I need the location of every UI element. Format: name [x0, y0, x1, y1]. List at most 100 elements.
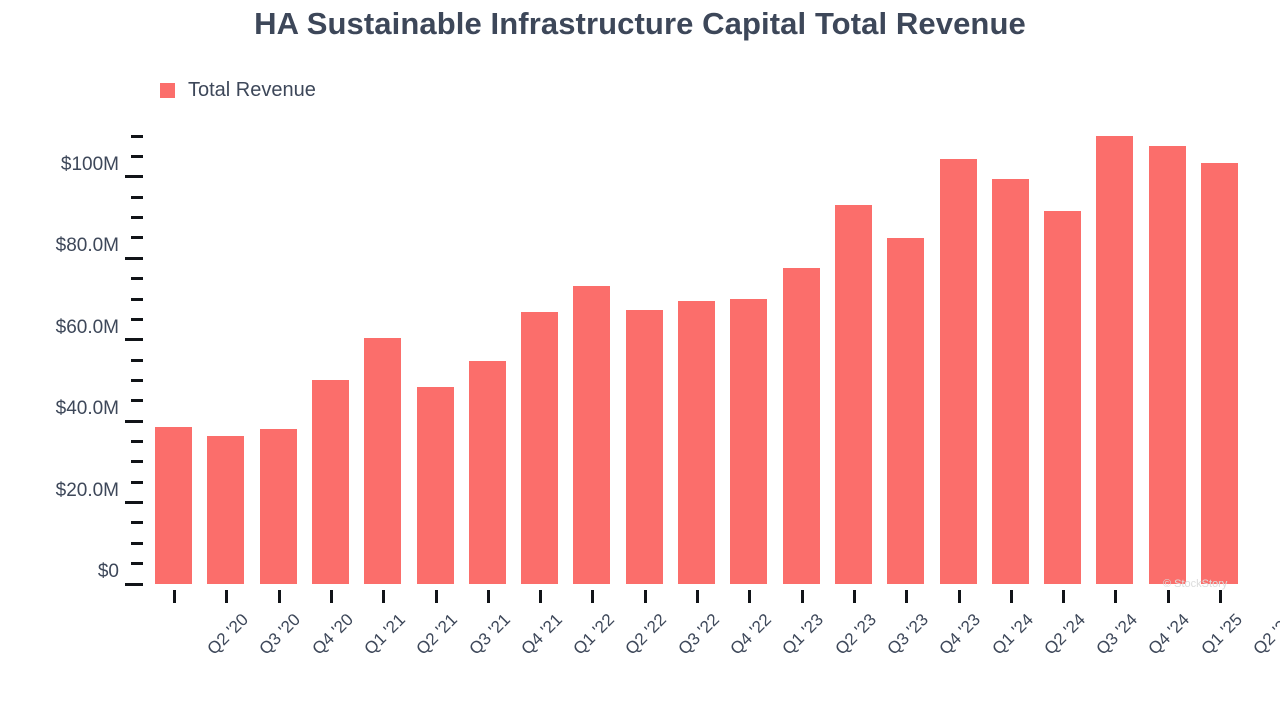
x-axis-label: Q2 '22 [621, 610, 671, 659]
chart-legend: Total Revenue [160, 79, 316, 102]
y-axis-tick-minor [131, 399, 143, 403]
y-axis-tick-minor [131, 195, 143, 199]
x-axis-label: Q3 '22 [674, 610, 723, 659]
y-axis-label: $100M [60, 153, 119, 175]
plot-area [143, 128, 1243, 584]
bar[interactable] [991, 178, 1029, 584]
x-axis-tick [329, 590, 333, 603]
y-axis-tick-major [125, 419, 143, 423]
y-axis-tick-major [125, 338, 143, 342]
x-axis-tick [800, 590, 804, 603]
x-axis-tick [173, 590, 176, 603]
bar[interactable] [155, 427, 192, 584]
x-axis-label: Q2 '23 [831, 610, 880, 659]
y-axis-tick-major [125, 582, 143, 586]
bar[interactable] [625, 310, 663, 584]
bar[interactable] [939, 158, 977, 584]
legend-swatch-total-revenue [160, 83, 175, 98]
bar[interactable] [468, 360, 506, 584]
bar[interactable] [573, 285, 611, 584]
x-axis-tick [852, 590, 856, 603]
bar[interactable] [521, 312, 559, 584]
y-axis-tick-minor [131, 521, 143, 525]
x-axis-label: Q4 '23 [935, 610, 985, 659]
y-axis-tick-minor [131, 236, 143, 240]
bar[interactable] [887, 237, 925, 584]
y-axis-tick-minor [131, 297, 143, 301]
bar[interactable] [834, 204, 872, 584]
x-axis-label: Q3 '20 [255, 610, 305, 659]
x-axis: Q2 '20 Q3 '20 Q4 '20 Q1 '21 Q2 '21 Q3 '21 Q4 '… [143, 584, 1280, 720]
x-axis-tick [1062, 590, 1066, 603]
y-axis-tick-minor [131, 216, 143, 220]
y-axis-label: $40.0M [55, 398, 119, 420]
y-axis-tick-minor [131, 317, 143, 321]
x-axis-tick [591, 590, 595, 603]
bar[interactable] [416, 387, 454, 584]
chart-title: HA Sustainable Infrastructure Capital To… [254, 6, 1026, 41]
bar[interactable] [730, 299, 768, 584]
x-axis-tick [486, 590, 490, 603]
bar[interactable] [364, 337, 402, 584]
x-axis-label: Q1 '21 [360, 610, 409, 659]
x-axis-label: Q4 '24 [1144, 610, 1194, 659]
x-axis-tick [539, 590, 543, 603]
x-axis-label: Q1 '23 [778, 610, 828, 659]
x-axis-tick [1114, 590, 1118, 603]
bar[interactable] [207, 436, 245, 584]
bar[interactable] [1148, 146, 1186, 584]
x-axis-label: Q2 '24 [1040, 610, 1089, 659]
y-axis-tick-minor [131, 460, 143, 464]
x-axis-tick [434, 590, 438, 603]
x-axis-tick [277, 590, 281, 603]
y-axis-tick-major [125, 175, 143, 179]
x-axis-tick [643, 590, 647, 603]
y-axis-label: $80.0M [55, 235, 119, 257]
x-axis-tick [382, 590, 386, 603]
x-axis-label: Q4 '20 [308, 610, 357, 659]
y-axis-tick-minor [131, 480, 143, 484]
x-axis-label: Q2 '20 [203, 610, 252, 659]
y-axis: $0 $20.0M $40.0M $60.0M $80.0M $100M [0, 128, 143, 586]
x-axis-tick [1166, 590, 1170, 603]
bar[interactable] [1044, 211, 1082, 584]
watermark: © StockStory [1163, 578, 1228, 590]
y-axis-tick-minor [131, 134, 143, 138]
bar[interactable] [311, 379, 349, 584]
x-axis-tick [1219, 590, 1222, 603]
x-axis-tick [957, 590, 961, 603]
y-axis-label: $20.0M [55, 479, 119, 501]
x-axis-label: Q2 '21 [412, 610, 462, 659]
x-axis-tick [225, 590, 229, 603]
x-axis-tick [1009, 590, 1013, 603]
x-axis-label: Q1 '24 [988, 610, 1037, 659]
x-axis-label: Q2 '25 [1249, 610, 1280, 659]
y-axis-tick-minor [131, 440, 143, 443]
x-axis-tick [905, 590, 909, 603]
y-axis-label: $0 [97, 561, 119, 582]
x-axis-label: Q3 '23 [883, 610, 932, 659]
bar[interactable] [1096, 136, 1134, 584]
bar[interactable] [782, 268, 820, 584]
bar[interactable] [1201, 162, 1238, 584]
legend-label-total-revenue: Total Revenue [188, 79, 316, 101]
y-axis-tick-minor [131, 562, 143, 566]
bar[interactable] [259, 429, 297, 584]
x-axis-tick [748, 590, 752, 603]
y-axis-tick-major [125, 501, 143, 505]
x-axis-tick [696, 590, 699, 603]
y-axis-tick-minor [131, 277, 143, 281]
x-axis-label: Q1 '22 [569, 610, 619, 659]
y-axis-tick-minor [131, 155, 143, 158]
x-axis-label: Q1 '25 [1197, 610, 1246, 659]
y-axis-tick-minor [131, 378, 143, 382]
x-axis-label: Q4 '22 [726, 610, 775, 659]
y-axis-tick-minor [131, 358, 143, 362]
bar[interactable] [678, 301, 715, 584]
x-axis-label: Q3 '21 [465, 610, 514, 659]
x-axis-label: Q3 '24 [1092, 610, 1142, 659]
y-axis-tick-minor [131, 541, 143, 545]
y-axis-tick-major [125, 256, 143, 260]
x-axis-label: Q4 '21 [517, 610, 566, 659]
